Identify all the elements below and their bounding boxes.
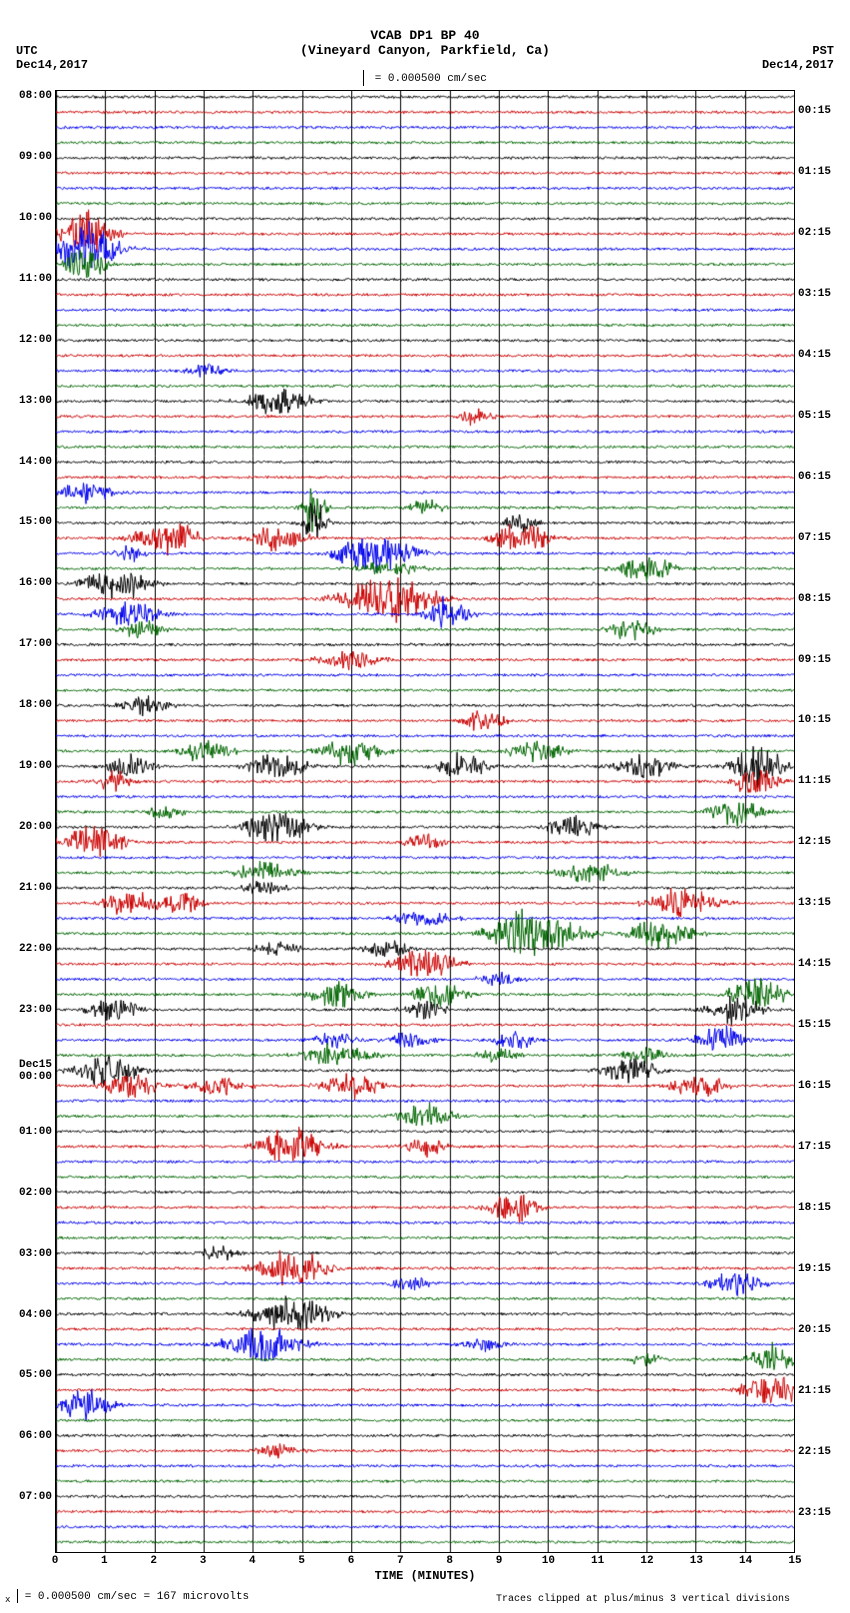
x-tick-label: 11 (591, 1555, 604, 1567)
left-time-label: 06:00 (0, 1430, 52, 1442)
station-location: (Vineyard Canyon, Parkfield, Ca) (0, 43, 850, 58)
right-time-label: 10:15 (798, 714, 850, 726)
x-tick-label: 1 (101, 1555, 108, 1567)
left-time-label: 07:00 (0, 1491, 52, 1503)
right-time-label: 03:15 (798, 288, 850, 300)
scale-legend: = 0.000500 cm/sec (0, 70, 850, 86)
x-tick-label: 8 (446, 1555, 453, 1567)
left-time-label: 17:00 (0, 638, 52, 650)
header: VCAB DP1 BP 40 (Vineyard Canyon, Parkfie… (0, 28, 850, 58)
right-time-label: 07:15 (798, 532, 850, 544)
right-time-label: 05:15 (798, 410, 850, 422)
left-time-labels: 08:00 09:00 10:00 11:00 12:00 13:00 14:00 15:00… (0, 90, 54, 1553)
right-time-label: 19:15 (798, 1263, 850, 1275)
right-time-label: 14:15 (798, 958, 850, 970)
x-tick-label: 0 (52, 1555, 59, 1567)
x-tick-label: 12 (640, 1555, 653, 1567)
left-time-label: 02:00 (0, 1187, 52, 1199)
left-time-label: 14:00 (0, 456, 52, 468)
left-tz: UTC (16, 44, 88, 58)
right-time-label: 18:15 (798, 1202, 850, 1214)
right-time-label: 08:15 (798, 593, 850, 605)
right-time-label: 23:15 (798, 1507, 850, 1519)
right-time-label: 06:15 (798, 471, 850, 483)
x-tick-label: 7 (397, 1555, 404, 1567)
left-time-label: 16:00 (0, 577, 52, 589)
x-axis-label: TIME (MINUTES) (55, 1569, 795, 1583)
seismogram-canvas (56, 91, 794, 1552)
top-right-corner: PST Dec14,2017 (762, 44, 834, 72)
left-time-label: 22:00 (0, 943, 52, 955)
left-time-label: 20:00 (0, 821, 52, 833)
right-time-label: 09:15 (798, 654, 850, 666)
x-tick-label: 5 (298, 1555, 305, 1567)
left-time-label: 19:00 (0, 760, 52, 772)
left-time-label: 15:00 (0, 516, 52, 528)
x-tick-label: 13 (690, 1555, 703, 1567)
x-tick-label: 2 (150, 1555, 157, 1567)
right-tz: PST (762, 44, 834, 58)
left-time-label: 23:00 (0, 1004, 52, 1016)
right-time-labels: 00:15 01:15 02:15 03:15 04:15 05:15 06:15 07:15… (796, 90, 850, 1553)
x-tick-label: 9 (496, 1555, 503, 1567)
right-time-label: 02:15 (798, 227, 850, 239)
x-tick-label: 14 (739, 1555, 752, 1567)
scale-text: = 0.000500 cm/sec (375, 73, 487, 85)
x-tick-label: 4 (249, 1555, 256, 1567)
right-time-label: 21:15 (798, 1385, 850, 1397)
station-id: VCAB DP1 BP 40 (0, 28, 850, 43)
right-time-label: 20:15 (798, 1324, 850, 1336)
right-time-label: 01:15 (798, 166, 850, 178)
right-time-label: 15:15 (798, 1019, 850, 1031)
left-time-label: 01:00 (0, 1126, 52, 1138)
left-time-label: 08:00 (0, 90, 52, 102)
right-time-label: 22:15 (798, 1446, 850, 1458)
x-tick-label: 6 (348, 1555, 355, 1567)
left-time-label: 04:00 (0, 1309, 52, 1321)
left-time-label: 18:00 (0, 699, 52, 711)
footer-left: x = 0.000500 cm/sec = 167 microvolts (5, 1589, 249, 1605)
left-time-label: Dec15 00:00 (0, 1059, 52, 1083)
x-tick-label: 3 (200, 1555, 207, 1567)
right-time-label: 12:15 (798, 836, 850, 848)
right-time-label: 16:15 (798, 1080, 850, 1092)
scale-bar-icon (363, 70, 364, 86)
left-time-label: 21:00 (0, 882, 52, 894)
x-tick-label: 15 (788, 1555, 801, 1567)
footer-right: Traces clipped at plus/minus 3 vertical … (496, 1594, 790, 1605)
left-time-label: 03:00 (0, 1248, 52, 1260)
left-time-label: 10:00 (0, 212, 52, 224)
top-left-corner: UTC Dec14,2017 (16, 44, 88, 72)
left-time-label: 11:00 (0, 273, 52, 285)
left-time-label: 12:00 (0, 334, 52, 346)
right-time-label: 17:15 (798, 1141, 850, 1153)
right-time-label: 13:15 (798, 897, 850, 909)
left-time-label: 13:00 (0, 395, 52, 407)
seismogram-page: VCAB DP1 BP 40 (Vineyard Canyon, Parkfie… (0, 0, 850, 1613)
plot-area (55, 90, 795, 1553)
left-time-label: 05:00 (0, 1369, 52, 1381)
x-tick-label: 10 (542, 1555, 555, 1567)
footer-left-text: = 0.000500 cm/sec = 167 microvolts (25, 1591, 249, 1603)
right-time-label: 04:15 (798, 349, 850, 361)
right-time-label: 11:15 (798, 775, 850, 787)
left-time-label: 09:00 (0, 151, 52, 163)
right-time-label: 00:15 (798, 105, 850, 117)
